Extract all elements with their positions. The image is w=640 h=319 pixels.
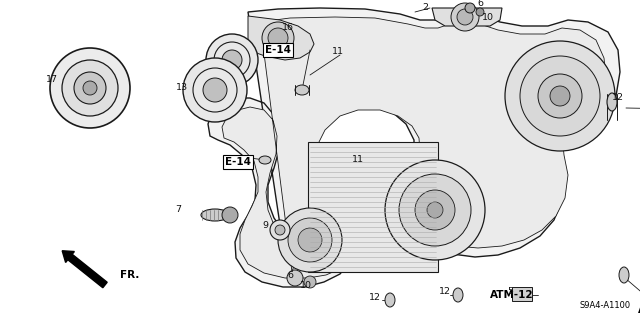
Text: 9: 9 [262,221,268,231]
Text: ATM-12: ATM-12 [638,305,640,315]
Text: 16: 16 [282,24,294,33]
Text: 11: 11 [332,48,344,56]
Ellipse shape [259,156,271,164]
Text: 12: 12 [369,293,381,302]
Text: 12: 12 [612,93,624,102]
Circle shape [275,225,285,235]
Circle shape [298,228,322,252]
Circle shape [74,72,106,104]
Text: E-14: E-14 [265,45,291,55]
Circle shape [550,86,570,106]
Circle shape [268,28,288,48]
Text: 6: 6 [477,0,483,9]
Circle shape [278,208,342,272]
Text: E-14: E-14 [225,157,251,167]
Text: FR.: FR. [120,270,140,280]
Circle shape [288,218,332,262]
Ellipse shape [619,267,629,283]
Ellipse shape [295,85,309,95]
Circle shape [270,220,290,240]
Circle shape [62,60,118,116]
Ellipse shape [607,93,617,111]
Polygon shape [208,8,620,287]
Circle shape [451,3,479,31]
Ellipse shape [385,293,395,307]
Bar [308,142,438,272]
Text: 2: 2 [422,4,428,12]
Text: 7: 7 [175,205,181,214]
Circle shape [50,48,130,128]
Circle shape [222,50,242,70]
Circle shape [505,41,615,151]
Ellipse shape [201,209,229,221]
Circle shape [538,74,582,118]
Text: 10: 10 [482,12,494,21]
Circle shape [465,3,475,13]
Text: 5: 5 [507,287,513,296]
FancyArrow shape [62,251,107,288]
Text: 10: 10 [300,281,312,291]
Polygon shape [248,16,314,60]
Text: ATM-12: ATM-12 [490,290,534,300]
Circle shape [457,9,473,25]
Circle shape [399,174,471,246]
Circle shape [262,22,294,54]
Circle shape [415,190,455,230]
Circle shape [83,81,97,95]
Circle shape [520,56,600,136]
Circle shape [427,202,443,218]
Polygon shape [432,8,502,26]
Circle shape [222,207,238,223]
Text: S9A4-A1100: S9A4-A1100 [580,300,631,309]
Polygon shape [222,17,606,278]
Text: 13: 13 [176,84,188,93]
Circle shape [203,78,227,102]
Circle shape [476,8,484,16]
Circle shape [206,34,258,86]
Circle shape [183,58,247,122]
Text: 17: 17 [46,76,58,85]
Circle shape [385,160,485,260]
Text: 6: 6 [287,271,293,280]
Bar [512,287,532,301]
Text: 12: 12 [439,287,451,296]
Circle shape [304,276,316,288]
Ellipse shape [453,288,463,302]
Circle shape [287,270,303,286]
Text: 11: 11 [352,155,364,165]
